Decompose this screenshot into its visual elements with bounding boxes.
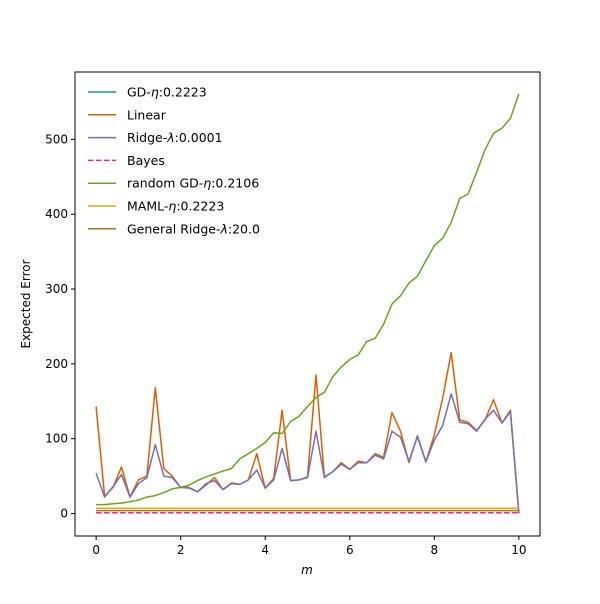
legend: GD-η:0.2223LinearRidge-λ:0.0001Bayesrand… [88,85,260,236]
series-line-random-gd-0-2106 [96,93,520,506]
x-tick-label: 10 [511,543,526,557]
legend-text-part: :20.0 [228,221,260,236]
y-tick-label: 0 [60,507,68,521]
legend-entry-bayes: Bayes [127,153,165,168]
x-tick-label: 0 [92,543,100,557]
legend-symbol: λ [219,221,227,236]
series-line-ridge-0-0001 [95,393,520,514]
y-tick-label: 200 [45,357,68,371]
legend-text-part: Ridge- [127,130,167,145]
y-axis-label: Expected Error [19,259,33,348]
legend-text-part: Bayes [127,153,165,168]
series-layer [95,93,520,514]
legend-text-part: :0.0001 [175,130,223,145]
legend-entry-random-gd-0-2106: random GD-η:0.2106 [127,176,259,191]
legend-text-part: GD- [127,85,151,100]
legend-entry-ridge-0-0001: Ridge-λ:0.0001 [127,130,223,145]
legend-text-part: :0.2223 [159,85,207,100]
legend-entry-gd-0-2223: GD-η:0.2223 [127,85,207,100]
y-tick-label: 300 [45,282,68,296]
legend-entry-general-ridge-20-0: General Ridge-λ:20.0 [127,221,260,236]
legend-text-part: :0.2106 [211,176,259,191]
legend-text-part: Linear [127,107,167,122]
plot-frame [74,71,541,537]
legend-symbol: η [168,199,176,214]
legend-text-part: :0.2223 [176,199,224,214]
y-tick-label: 100 [45,432,68,446]
y-tick-label: 500 [45,132,68,146]
legend-text-part: General Ridge- [127,221,220,236]
legend-symbol: η [203,176,211,191]
x-tick-label: 6 [346,543,354,557]
legend-entry-maml-0-2223: MAML-η:0.2223 [127,199,224,214]
y-tick-label: 400 [45,207,68,221]
legend-text-part: MAML- [127,199,168,214]
x-tick-label: 8 [430,543,438,557]
legend-symbol: λ [166,130,174,145]
y-axis: 0 100 200 300 400 500 [45,132,75,521]
x-tick-label: 4 [261,543,269,557]
x-tick-label: 2 [177,543,185,557]
x-axis-label: m [301,563,313,577]
legend-entry-linear: Linear [127,107,167,122]
legend-text-part: random GD- [127,176,203,191]
legend-symbol: η [151,85,159,100]
x-axis: 0 2 4 6 8 10 [92,536,527,557]
